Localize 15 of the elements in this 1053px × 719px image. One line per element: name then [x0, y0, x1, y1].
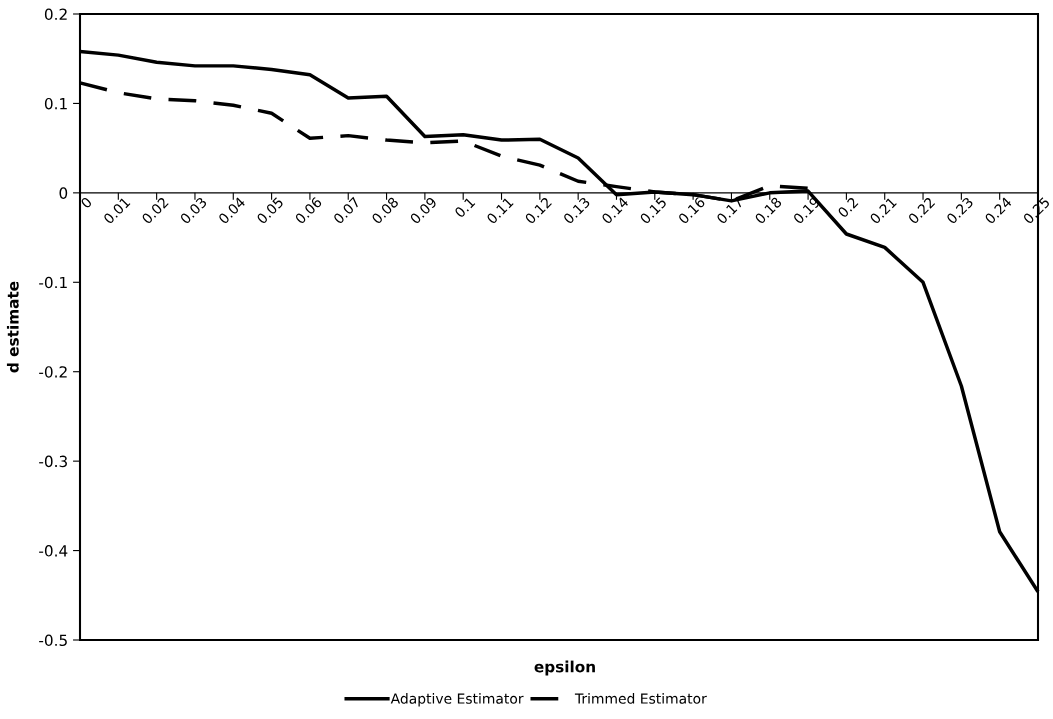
- y-tick-label: 0.2: [44, 8, 67, 21]
- y-tick-label: 0: [59, 187, 68, 199]
- legend-label: Trimmed Estimator: [574, 693, 707, 704]
- x-axis-title: epsilon: [534, 660, 595, 676]
- y-tick-label: 0.1: [44, 97, 67, 110]
- x-tick-label: 0: [80, 196, 93, 209]
- y-tick-label: -0.5: [39, 634, 67, 647]
- legend-label: Adaptive Estimator: [390, 693, 524, 707]
- y-tick-label: -0.4: [39, 545, 68, 557]
- y-tick-label: -0.3: [39, 455, 67, 468]
- x-tick-label: 0.2: [837, 196, 859, 219]
- y-axis-title: d estimate: [6, 281, 19, 373]
- y-tick-label: -0.1: [39, 276, 67, 289]
- x-tick-label: 0.1: [453, 196, 476, 219]
- y-tick-label: -0.2: [39, 366, 67, 378]
